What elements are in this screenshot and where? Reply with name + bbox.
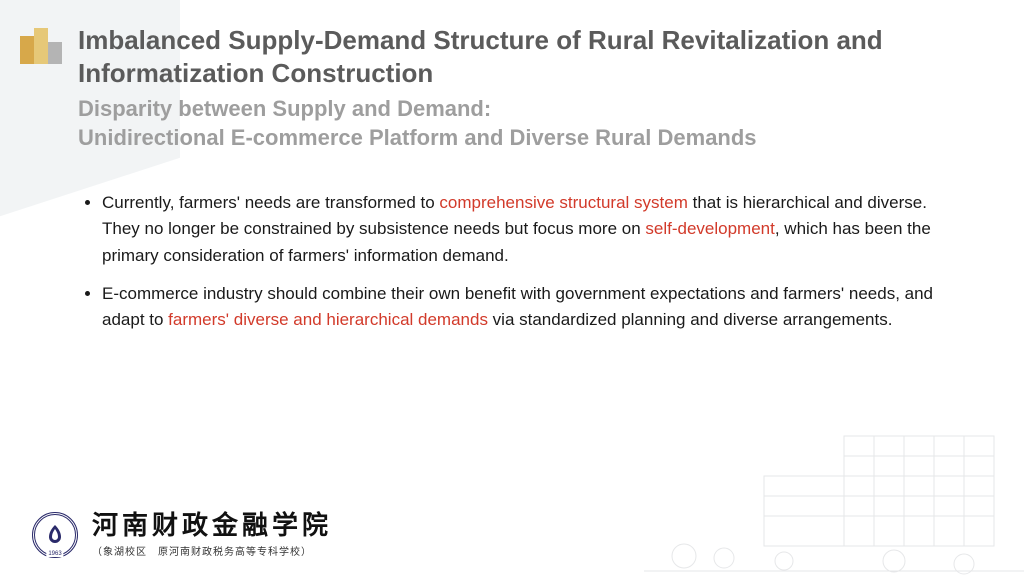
bullet-1-text-a: Currently, farmers' needs are transforme… xyxy=(102,193,439,212)
school-subname: （象湖校区 原河南财政税务高等专科学校） xyxy=(92,543,332,558)
slide: Imbalanced Supply-Demand Structure of Ru… xyxy=(0,0,1024,576)
body: Currently, farmers' needs are transforme… xyxy=(78,190,964,346)
logo-year: 1963 xyxy=(46,551,63,557)
bar-2 xyxy=(34,28,48,64)
school-logo-icon: 1963 xyxy=(32,512,78,558)
bullet-1-highlight-b: self-development xyxy=(645,219,774,238)
bullet-1: Currently, farmers' needs are transforme… xyxy=(102,190,964,269)
title-sub-line1: Disparity between Supply and Demand: xyxy=(78,96,491,121)
bar-3 xyxy=(48,42,62,64)
title-sub-line2: Unidirectional E-commerce Platform and D… xyxy=(78,125,757,150)
bullet-2-highlight-a: farmers' diverse and hierarchical demand… xyxy=(168,310,488,329)
school-block: 河南财政金融学院 （象湖校区 原河南财政税务高等专科学校） xyxy=(92,513,332,558)
bullet-1-highlight-a: comprehensive structural system xyxy=(439,193,687,212)
title-main: Imbalanced Supply-Demand Structure of Ru… xyxy=(78,24,994,89)
bullet-list: Currently, farmers' needs are transforme… xyxy=(78,190,964,334)
bullet-2: E-commerce industry should combine their… xyxy=(102,281,964,334)
title-sub: Disparity between Supply and Demand: Uni… xyxy=(78,95,994,152)
school-name: 河南财政金融学院 xyxy=(92,513,332,539)
bar-1 xyxy=(20,36,34,64)
footer: 1963 河南财政金融学院 （象湖校区 原河南财政税务高等专科学校） xyxy=(32,512,332,558)
bullet-2-text-b: via standardized planning and diverse ar… xyxy=(488,310,892,329)
bars-icon xyxy=(20,28,62,64)
title-block: Imbalanced Supply-Demand Structure of Ru… xyxy=(78,24,994,152)
building-sketch xyxy=(644,406,1024,576)
